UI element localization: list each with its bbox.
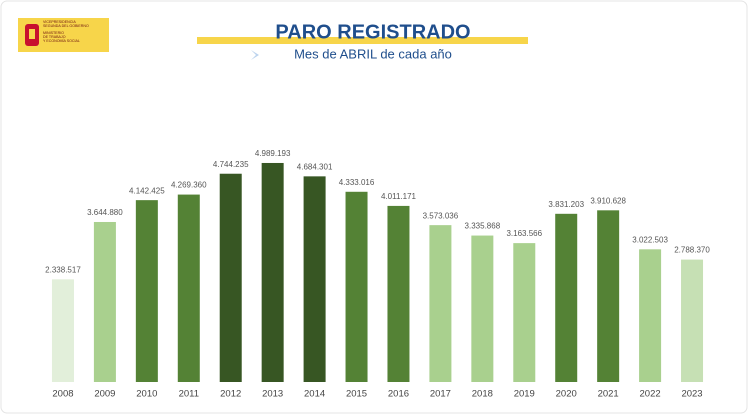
x-tick-label: 2022 bbox=[640, 389, 661, 400]
data-label: 4.269.360 bbox=[171, 181, 207, 190]
x-tick-label: 2011 bbox=[179, 389, 199, 400]
bar bbox=[303, 176, 326, 382]
logo-text: DE TRABAJO bbox=[43, 35, 66, 39]
x-tick-label: 2019 bbox=[514, 389, 535, 400]
x-tick-label: 2008 bbox=[52, 389, 73, 400]
emblem-shield bbox=[29, 29, 35, 39]
data-label: 3.644.880 bbox=[87, 208, 123, 217]
bar bbox=[429, 225, 452, 382]
chevron bbox=[251, 50, 259, 60]
x-tick-label: 2015 bbox=[346, 389, 367, 400]
chart-title: PARO REGISTRADO bbox=[275, 21, 470, 43]
data-label: 4.744.235 bbox=[213, 160, 249, 169]
x-tick-label: 2009 bbox=[94, 389, 115, 400]
bar bbox=[639, 249, 662, 382]
logo-text: VICEPRESIDENCIA bbox=[43, 20, 76, 24]
bar bbox=[555, 213, 578, 382]
data-label: 4.011.171 bbox=[381, 192, 417, 201]
data-label: 3.573.036 bbox=[423, 211, 459, 220]
bar bbox=[681, 259, 704, 382]
x-tick-label: 2010 bbox=[136, 389, 157, 400]
x-tick-label: 2021 bbox=[598, 389, 619, 400]
data-label: 2.788.370 bbox=[674, 246, 710, 255]
logo-text: Y ECONOMÍA SOCIAL bbox=[43, 39, 80, 43]
logo-text: SEGUNDA DEL GOBIERNO bbox=[43, 24, 89, 28]
bar bbox=[219, 173, 242, 382]
x-tick-label: 2020 bbox=[556, 389, 577, 400]
data-label: 3.910.628 bbox=[590, 196, 626, 205]
data-label: 4.142.425 bbox=[129, 186, 165, 195]
bar bbox=[471, 235, 494, 382]
data-label: 3.831.203 bbox=[548, 200, 584, 209]
x-tick-label: 2014 bbox=[304, 389, 325, 400]
x-tick-label: 2013 bbox=[262, 389, 283, 400]
data-label: 4.684.301 bbox=[297, 162, 333, 171]
data-label: 3.335.868 bbox=[465, 222, 501, 231]
data-label: 4.989.193 bbox=[255, 149, 291, 158]
data-label: 3.163.566 bbox=[506, 229, 542, 238]
x-tick-label: 2016 bbox=[388, 389, 409, 400]
title-band bbox=[197, 37, 528, 44]
logo-text: MINISTERIO bbox=[43, 31, 64, 35]
x-tick-label: 2012 bbox=[220, 389, 241, 400]
bar bbox=[345, 191, 368, 382]
x-tick-label: 2023 bbox=[681, 389, 702, 400]
x-tick-label: 2017 bbox=[430, 389, 451, 400]
bar bbox=[135, 200, 158, 382]
chart-subtitle: Mes de ABRIL de cada año bbox=[294, 46, 452, 61]
bar bbox=[51, 279, 74, 382]
bar bbox=[387, 205, 410, 382]
data-label: 2.338.517 bbox=[45, 265, 81, 274]
bar bbox=[513, 243, 536, 382]
bar bbox=[93, 221, 116, 382]
data-label: 4.333.016 bbox=[339, 178, 375, 187]
bar bbox=[597, 210, 620, 382]
bar bbox=[261, 162, 284, 382]
data-label: 3.022.503 bbox=[632, 235, 668, 244]
bar bbox=[177, 194, 200, 382]
x-tick-label: 2018 bbox=[472, 389, 493, 400]
